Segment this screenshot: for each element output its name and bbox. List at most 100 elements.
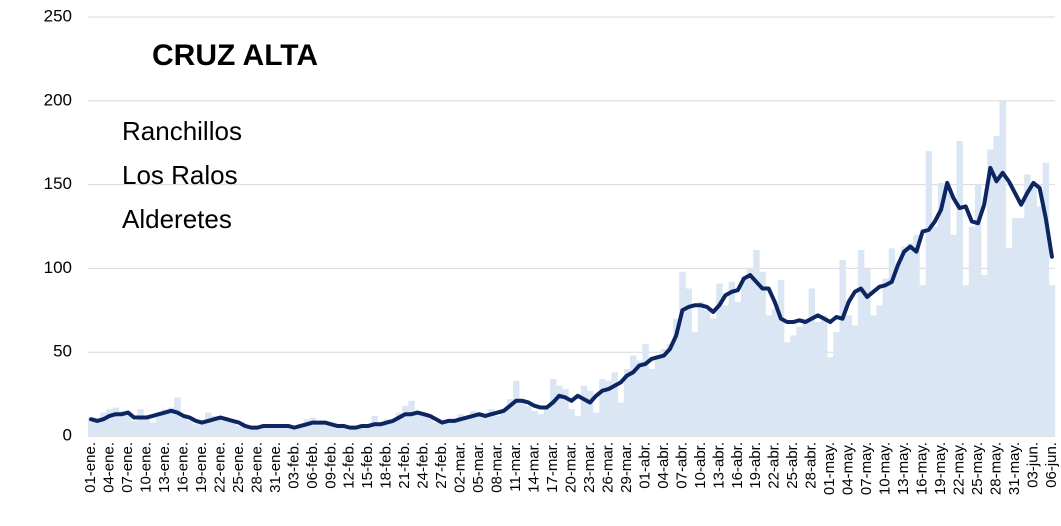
bar (512, 380, 520, 436)
bar (229, 422, 237, 436)
bar (112, 407, 120, 436)
x-tick-label: 14-mar. (526, 442, 543, 493)
bar (617, 402, 625, 436)
bar (346, 429, 354, 436)
bar (771, 308, 779, 436)
bar (131, 420, 138, 436)
bar (365, 427, 372, 436)
x-tick-label: 26-mar. (599, 442, 616, 493)
bar (734, 301, 742, 436)
bar (149, 422, 157, 436)
bar (291, 425, 298, 436)
bar (630, 355, 637, 436)
x-tick-label: 13-ene. (156, 442, 173, 493)
bar (666, 343, 674, 436)
bar (654, 355, 662, 436)
bar (168, 407, 175, 436)
bar (402, 405, 409, 436)
x-tick-label: 31-may. (1006, 442, 1023, 495)
x-tick-label: 25-abr. (784, 442, 801, 489)
bar (106, 409, 113, 436)
x-tick-label: 05-mar. (470, 442, 487, 493)
labels: 0 50 100 150 200 250 01-ene. 04-ene. 07-ene. 10-e… (44, 6, 1060, 495)
bar (482, 417, 489, 436)
bar (359, 424, 366, 436)
bar (913, 234, 920, 436)
x-tick-label: 28-abr. (803, 442, 820, 489)
bar (1018, 218, 1025, 436)
annotation: Ranchillos (122, 116, 242, 146)
bar (685, 288, 692, 436)
bar (1030, 184, 1037, 436)
x-tick-label: 16-ene. (174, 442, 191, 493)
bar (303, 419, 311, 436)
bar (568, 409, 575, 436)
bar (740, 276, 748, 436)
bar (223, 420, 230, 436)
bar (457, 414, 465, 436)
bar (118, 410, 126, 436)
bar (981, 275, 988, 436)
bar (211, 415, 218, 436)
y-tick-label: 150 (44, 174, 72, 193)
bar (137, 409, 144, 436)
bar (925, 151, 933, 436)
x-tick-label: 13-abr. (710, 442, 727, 489)
bar (525, 405, 532, 436)
x-tick-label: 22-may. (951, 442, 968, 495)
bar (716, 283, 723, 436)
bar (395, 412, 403, 436)
bar (248, 427, 255, 436)
x-tick-label: 19-may. (932, 442, 949, 495)
x-tick-label: 18-feb. (378, 442, 395, 489)
bar (1024, 174, 1031, 436)
bar (1011, 218, 1019, 436)
bar (968, 226, 976, 436)
bar (642, 343, 649, 436)
x-tick-label: 22-ene. (211, 442, 228, 493)
x-tick-label: 13-may. (895, 442, 912, 495)
bar (820, 315, 828, 436)
lines (89, 165, 1054, 430)
bar (907, 243, 914, 436)
bar (488, 409, 495, 436)
bar (192, 424, 200, 436)
bar (673, 318, 680, 436)
bar (728, 281, 736, 436)
bar (334, 425, 341, 436)
bar (217, 419, 224, 436)
x-tick-label: 19-abr. (747, 442, 764, 489)
bar (266, 424, 274, 436)
x-tick-label: 15-feb. (359, 442, 376, 489)
bar (340, 427, 347, 436)
bar (599, 379, 606, 436)
bar (931, 226, 939, 436)
x-tick-label: 06-feb. (304, 442, 321, 489)
x-tick-label: 10-abr. (692, 442, 709, 489)
bar (747, 268, 754, 436)
bar (439, 424, 446, 436)
bar (605, 380, 612, 436)
bar (556, 385, 563, 436)
bar (432, 422, 440, 436)
bar (864, 268, 871, 436)
bar (322, 422, 329, 436)
bar (833, 332, 840, 436)
x-tick-label: 29-mar. (618, 442, 635, 493)
bar (660, 348, 668, 436)
bar (987, 149, 994, 437)
bar (870, 315, 877, 436)
bar (445, 420, 452, 436)
bar (124, 414, 132, 436)
bar (679, 271, 686, 436)
bar (88, 417, 95, 436)
bar (765, 315, 772, 436)
bar (420, 415, 428, 436)
bar (876, 305, 883, 436)
x-tick-label: 10-may. (877, 442, 894, 495)
bar (623, 368, 631, 436)
bar (796, 327, 803, 436)
x-tick-label: 28-may. (987, 442, 1004, 495)
bar (586, 390, 594, 436)
